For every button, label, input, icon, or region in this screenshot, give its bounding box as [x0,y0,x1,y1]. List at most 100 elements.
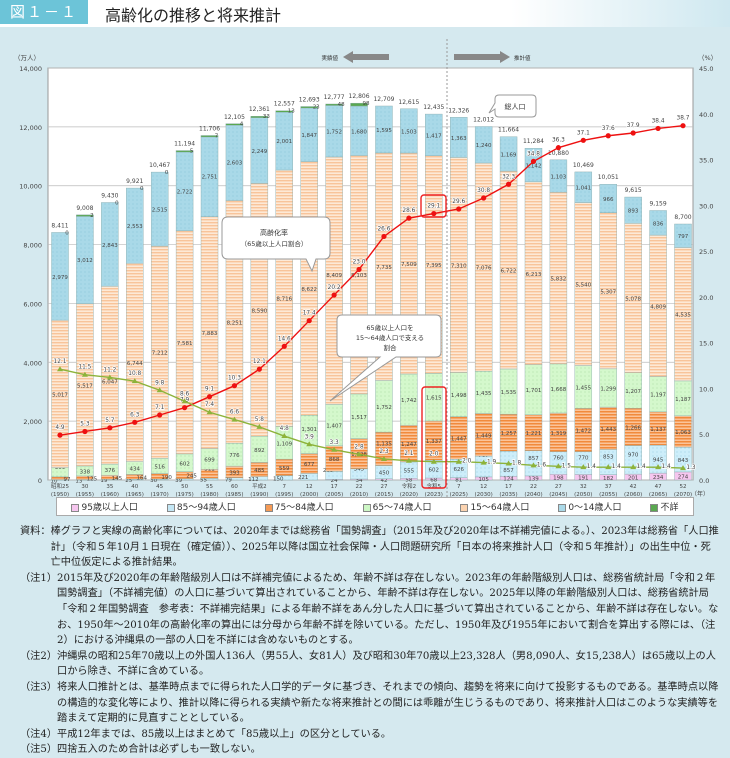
segment-value-label: 5,832 [551,277,567,283]
highlight-2023-bar [421,386,447,489]
support-ratio-value: 2.1 [404,451,414,457]
segment-value-label: 8,716 [276,297,292,303]
segment-value-label: 345 [354,466,365,472]
support-ratio-point [206,409,213,415]
support-ratio-point [306,441,313,447]
segment-value-label: 1,301 [301,427,317,433]
total-value-label: 12,326 [448,107,469,114]
total-value-label: 9,430 [101,192,118,199]
segment-value-label: 1,455 [575,385,591,391]
y-left-tick-label: 4,000 [23,359,42,367]
bar-segment [325,156,343,405]
y-right-tick-label: 35.0 [699,157,713,165]
note-key: （注2） [20,650,58,662]
segment-value-label: 1,472 [575,429,591,435]
figure-title: 高齢化の推移と将来推計 [105,6,282,25]
segment-value-label: 1,615 [426,396,442,402]
plot-area [47,67,694,481]
arrow-left-icon [343,51,389,63]
segment-value-label: 1,435 [476,391,492,397]
segment-value-label: 2,843 [102,243,118,249]
segment-value-label: 1,449 [476,433,492,439]
total-value-label: 12,806 [349,93,370,100]
total-value-label: 9,008 [76,205,93,212]
support-ratio-value: 11.2 [103,367,116,373]
segment-value-label: 81 [455,477,462,483]
bar-segment [375,105,393,154]
segment-value-label: 198 [553,476,564,482]
segment-value-label: 124 [503,477,514,483]
legend-swatch [71,503,80,512]
support-ratio-point [555,463,562,469]
segment-value-label: 1,337 [426,439,442,445]
support-ratio-value: 10.8 [128,371,141,377]
unknown-value-label: 98 [363,101,370,107]
x-tick-era: 60 [231,484,238,490]
aging-rate-value: 29.6 [452,199,465,205]
aging-rate-value: 29.1 [427,204,440,210]
legend-item: 75～84歳人口 [264,500,334,513]
aging-rate-line [59,124,684,436]
segment-value-label: 1,103 [551,175,567,181]
legend-label: 65～74歳人口 [372,503,432,513]
segment-value-label: 164 [137,475,148,481]
segment-value-label: 970 [628,452,639,458]
x-tick-year: (1965) [126,492,144,497]
aging-rate-point [481,195,487,201]
legend-label: 95歳以上人口 [81,503,138,513]
x-tick-era: 37 [605,484,612,490]
support-ratio-value: 1.3 [686,465,696,471]
segment-value-label: 1,443 [600,427,616,433]
aging-rate-point [605,133,611,139]
legend-label: 15～64歳人口 [470,503,530,513]
aging-rate-value: 38.4 [652,118,665,124]
segment-value-label: 1,680 [351,129,367,135]
aging-rate-point [157,412,163,418]
segment-value-label: 1,109 [276,441,292,447]
aging-rate-point [281,343,287,349]
segment-value-label: 8,590 [251,308,267,314]
support-ratio-value: 2.0 [462,459,472,465]
y-left-tick-label: 12,000 [19,124,42,132]
total-value-label: 12,709 [373,96,394,103]
segment-value-label: 221 [298,475,309,481]
segment-value-label: 201 [628,476,639,482]
total-value-label: 12,435 [423,104,444,111]
support-ratio-line [59,368,684,469]
aging-rate-value: 12.1 [253,359,266,365]
total-value-label: 9,615 [625,187,642,194]
unknown-value-label: 23 [313,105,320,111]
x-tick-era: 平成2 [252,482,267,490]
segment-value-label: 797 [678,234,689,240]
aging-rate-point [82,428,88,435]
total-value-label: 10,051 [598,174,619,181]
total-value-label: 12,105 [224,114,245,121]
aging-rate-value: 17.4 [303,311,316,317]
x-tick-era: 50 [181,484,188,490]
bar-segment [150,171,169,247]
segment-value-label: 68 [430,477,437,483]
bar-segment [624,196,642,224]
segment-value-label: 42 [380,478,387,484]
x-tick-era: 17 [331,484,338,490]
segment-value-label: 1,240 [476,143,492,149]
segment-value-label: 1,447 [451,436,467,442]
support-ratio-value: 1.9 [487,460,497,466]
total-callout-text: 総人口 [505,102,526,111]
y-right-tick-label: 45.0 [699,65,713,73]
x-tick-year: (2030) [474,492,492,497]
legend-item: 0～14歳人口 [558,500,622,513]
x-tick-era: 7 [283,484,287,490]
bar-segment [549,159,568,193]
unknown-value-label: 0 [140,186,144,192]
support-ratio-value: 1.8 [512,461,522,467]
segment-value-label: 1,847 [301,133,317,139]
note-item: （注4） 平成12年までは、85歳以上はまとめて「85歳以上」の区分としている。 [20,727,720,743]
segment-value-label: 2,722 [177,189,193,195]
segment-value-label: 1,257 [501,431,517,437]
aging-rate-value: 10.3 [228,376,241,382]
segment-value-label: 770 [578,456,589,462]
segment-value-label: 139 [528,476,539,482]
aging-rate-value: 14.6 [278,336,291,342]
x-tick-era: 12 [306,484,313,490]
